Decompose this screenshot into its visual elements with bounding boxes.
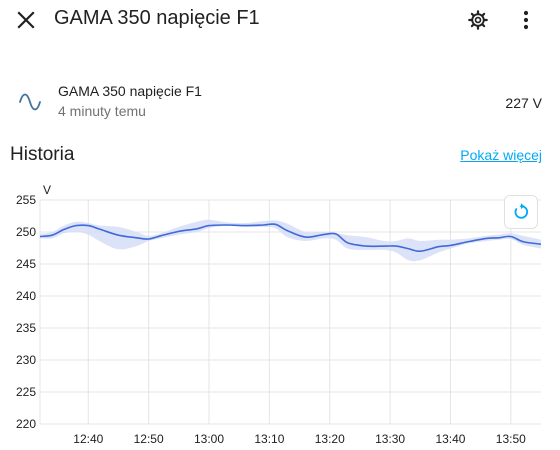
data-point xyxy=(114,231,122,239)
x-tick-label: 13:40 xyxy=(435,432,465,446)
chart-grid xyxy=(39,199,541,425)
data-point xyxy=(416,247,424,255)
x-tick-label: 12:50 xyxy=(134,432,164,446)
entity-name: GAMA 350 napięcie F1 xyxy=(58,83,202,99)
data-point xyxy=(48,231,56,239)
data-point xyxy=(283,227,291,235)
reset-zoom-button[interactable] xyxy=(504,195,538,229)
data-point xyxy=(495,234,503,242)
close-icon xyxy=(17,11,35,29)
x-tick-label: 13:50 xyxy=(496,432,526,446)
data-point xyxy=(519,238,527,246)
data-point xyxy=(241,222,249,230)
data-point xyxy=(157,232,165,240)
x-tick-label: 12:40 xyxy=(73,432,103,446)
data-point xyxy=(404,245,412,253)
more-options-button[interactable] xyxy=(512,6,540,34)
data-point xyxy=(465,238,473,246)
data-point xyxy=(145,235,153,243)
data-point xyxy=(193,225,201,233)
data-point xyxy=(96,225,104,233)
history-heading: Historia xyxy=(10,144,75,165)
data-point xyxy=(434,243,442,251)
data-point xyxy=(84,222,92,230)
dialog-title: GAMA 350 napięcie F1 xyxy=(54,7,260,29)
y-tick-label: 235 xyxy=(16,321,36,335)
x-tick-label: 13:30 xyxy=(375,432,405,446)
data-point xyxy=(175,227,183,235)
x-axis: 12:40 12:50 13:00 13:10 13:20 13:30 13:40 13:50 xyxy=(73,432,526,446)
entity-row: GAMA 350 napięcie F1 4 minuty temu 227 V xyxy=(0,78,560,126)
y-axis-label: V xyxy=(43,183,51,197)
data-point xyxy=(537,240,545,248)
entity-last-changed: 4 minuty temu xyxy=(58,103,146,119)
x-tick-label: 13:00 xyxy=(194,432,224,446)
y-tick-label: 230 xyxy=(16,353,36,367)
refresh-icon xyxy=(514,203,529,219)
entity-state-value: 227 V xyxy=(505,95,542,111)
history-chart[interactable]: 255 250 245 240 235 230 225 220 V 12:40 12:50 13:0… xyxy=(0,180,560,450)
data-point xyxy=(271,220,279,228)
x-tick-label: 13:20 xyxy=(315,432,345,446)
y-axis: 255 250 245 240 235 230 225 220 V xyxy=(16,183,51,431)
y-tick-label: 255 xyxy=(16,193,36,207)
data-point xyxy=(133,234,141,242)
y-tick-label: 245 xyxy=(16,257,36,271)
data-point xyxy=(60,225,68,233)
data-point xyxy=(72,222,80,230)
data-point xyxy=(259,221,267,229)
data-point xyxy=(380,242,388,250)
data-point xyxy=(362,242,370,250)
data-point xyxy=(392,242,400,250)
show-more-link[interactable]: Pokaż więcej xyxy=(460,147,542,163)
data-point xyxy=(344,239,352,247)
chart-plot xyxy=(36,219,545,262)
series-line xyxy=(39,223,542,253)
settings-button[interactable] xyxy=(464,6,492,34)
gear-icon xyxy=(468,10,488,30)
data-point xyxy=(36,232,44,240)
x-tick-label: 13:10 xyxy=(254,432,284,446)
data-point xyxy=(205,222,213,230)
close-button[interactable] xyxy=(12,6,40,34)
data-point xyxy=(223,221,231,229)
y-tick-label: 250 xyxy=(16,225,36,239)
data-point xyxy=(483,234,491,242)
y-tick-label: 225 xyxy=(16,385,36,399)
data-point xyxy=(332,230,340,238)
y-tick-label: 220 xyxy=(16,417,36,431)
data-point xyxy=(446,241,454,249)
data-point xyxy=(320,231,328,239)
more-vertical-icon xyxy=(523,10,529,30)
sine-wave-icon xyxy=(19,93,41,111)
data-point xyxy=(507,232,515,240)
top-bar: GAMA 350 napięcie F1 xyxy=(0,0,560,40)
y-tick-label: 240 xyxy=(16,289,36,303)
data-point xyxy=(302,233,310,241)
